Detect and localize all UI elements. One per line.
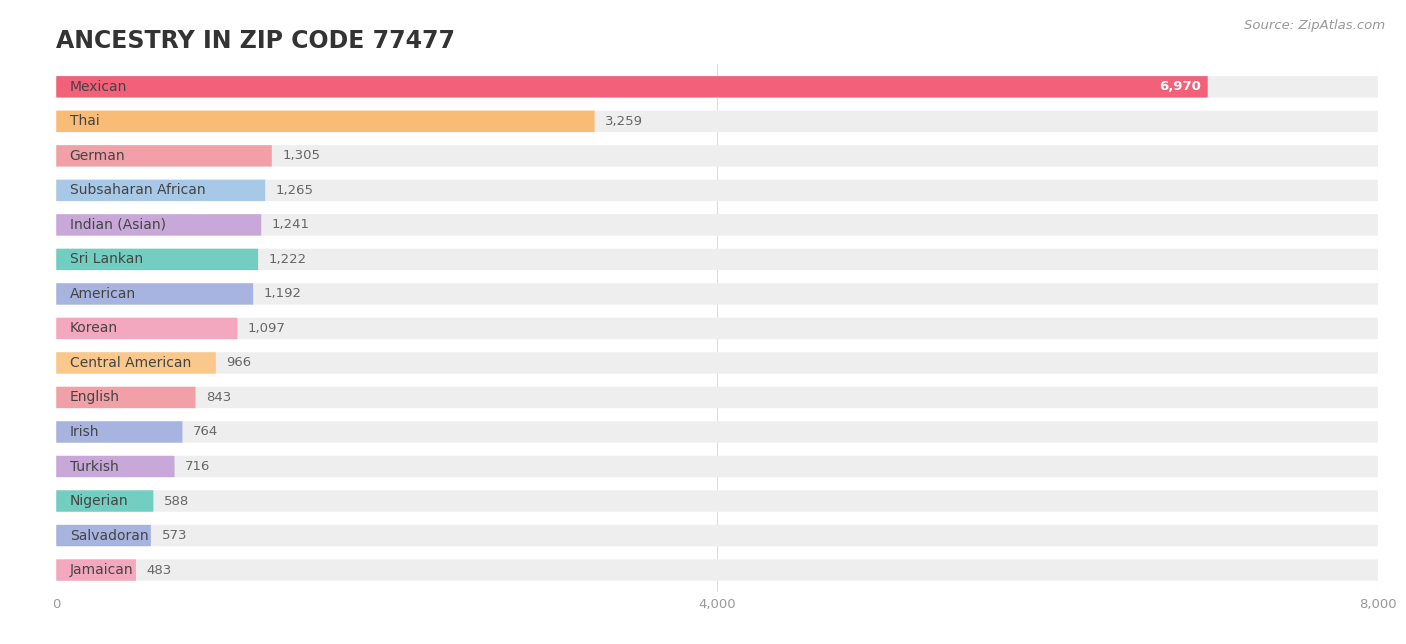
Text: Nigerian: Nigerian: [70, 494, 128, 508]
FancyBboxPatch shape: [56, 317, 1378, 339]
FancyBboxPatch shape: [56, 352, 217, 374]
Text: 3,259: 3,259: [605, 115, 643, 128]
Text: Jamaican: Jamaican: [70, 563, 134, 577]
Text: 966: 966: [226, 357, 252, 370]
FancyBboxPatch shape: [56, 249, 259, 270]
Text: 6,970: 6,970: [1159, 80, 1201, 93]
FancyBboxPatch shape: [56, 421, 183, 442]
FancyBboxPatch shape: [56, 145, 271, 167]
FancyBboxPatch shape: [56, 490, 1378, 512]
Text: Sri Lankan: Sri Lankan: [70, 252, 143, 267]
FancyBboxPatch shape: [56, 387, 195, 408]
FancyBboxPatch shape: [56, 76, 1378, 97]
FancyBboxPatch shape: [56, 352, 1378, 374]
Text: 843: 843: [207, 391, 232, 404]
FancyBboxPatch shape: [56, 387, 1378, 408]
Text: Thai: Thai: [70, 115, 100, 128]
Text: ANCESTRY IN ZIP CODE 77477: ANCESTRY IN ZIP CODE 77477: [56, 29, 456, 53]
Text: English: English: [70, 390, 120, 404]
Text: 1,192: 1,192: [264, 287, 302, 300]
FancyBboxPatch shape: [56, 456, 174, 477]
Text: 483: 483: [146, 564, 172, 576]
Text: 764: 764: [193, 426, 218, 439]
FancyBboxPatch shape: [56, 180, 266, 201]
FancyBboxPatch shape: [56, 525, 1378, 546]
Text: 1,265: 1,265: [276, 184, 314, 197]
Text: American: American: [70, 287, 136, 301]
Text: 1,097: 1,097: [247, 322, 285, 335]
Text: 573: 573: [162, 529, 187, 542]
Text: 716: 716: [186, 460, 211, 473]
Text: Subsaharan African: Subsaharan African: [70, 184, 205, 197]
Text: Irish: Irish: [70, 425, 100, 439]
FancyBboxPatch shape: [56, 76, 1208, 97]
FancyBboxPatch shape: [56, 490, 153, 512]
Text: 588: 588: [165, 495, 190, 507]
FancyBboxPatch shape: [56, 111, 595, 132]
FancyBboxPatch shape: [56, 560, 1378, 581]
Text: Korean: Korean: [70, 321, 118, 336]
FancyBboxPatch shape: [56, 421, 1378, 442]
Text: Source: ZipAtlas.com: Source: ZipAtlas.com: [1244, 19, 1385, 32]
FancyBboxPatch shape: [56, 214, 1378, 236]
Text: Central American: Central American: [70, 356, 191, 370]
Text: Turkish: Turkish: [70, 460, 118, 473]
FancyBboxPatch shape: [56, 525, 150, 546]
Text: Indian (Asian): Indian (Asian): [70, 218, 166, 232]
FancyBboxPatch shape: [56, 317, 238, 339]
FancyBboxPatch shape: [56, 560, 136, 581]
FancyBboxPatch shape: [56, 180, 1378, 201]
Text: 1,305: 1,305: [283, 149, 321, 162]
Text: 1,222: 1,222: [269, 253, 307, 266]
FancyBboxPatch shape: [56, 283, 253, 305]
FancyBboxPatch shape: [56, 456, 1378, 477]
FancyBboxPatch shape: [56, 111, 1378, 132]
Text: 1,241: 1,241: [271, 218, 309, 231]
FancyBboxPatch shape: [56, 249, 1378, 270]
Text: Salvadoran: Salvadoran: [70, 529, 148, 542]
Text: German: German: [70, 149, 125, 163]
FancyBboxPatch shape: [56, 283, 1378, 305]
Text: Mexican: Mexican: [70, 80, 127, 94]
FancyBboxPatch shape: [56, 214, 262, 236]
FancyBboxPatch shape: [56, 145, 1378, 167]
